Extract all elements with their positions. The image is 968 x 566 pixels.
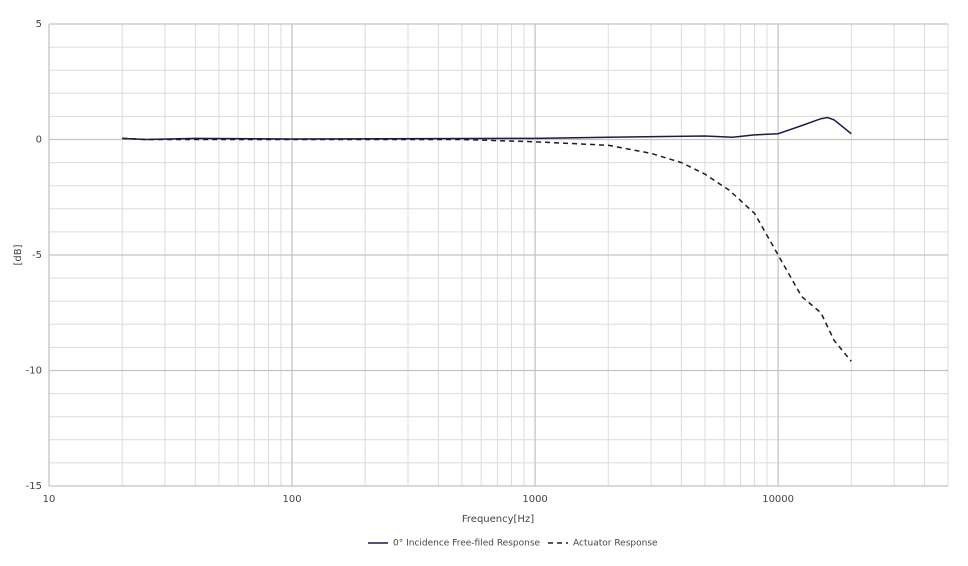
legend-label: 0° Incidence Free-filed Response [393,539,541,549]
legend-label: Actuator Response [573,539,658,549]
x-tick-label: 10 [43,494,56,505]
x-tick-label: 1000 [522,494,547,505]
x-tick-label: 100 [282,494,301,505]
y-tick-label: -15 [26,481,42,492]
y-tick-label: 5 [36,19,42,30]
y-tick-label: 0 [36,135,42,146]
y-tick-label: -5 [32,250,42,261]
x-tick-label: 10000 [762,494,794,505]
y-axis-label: [dB] [13,244,24,265]
y-tick-label: -10 [26,366,42,377]
data-line [122,116,852,141]
data-line [122,137,852,362]
x-axis-label: Frequency[Hz] [462,514,534,525]
